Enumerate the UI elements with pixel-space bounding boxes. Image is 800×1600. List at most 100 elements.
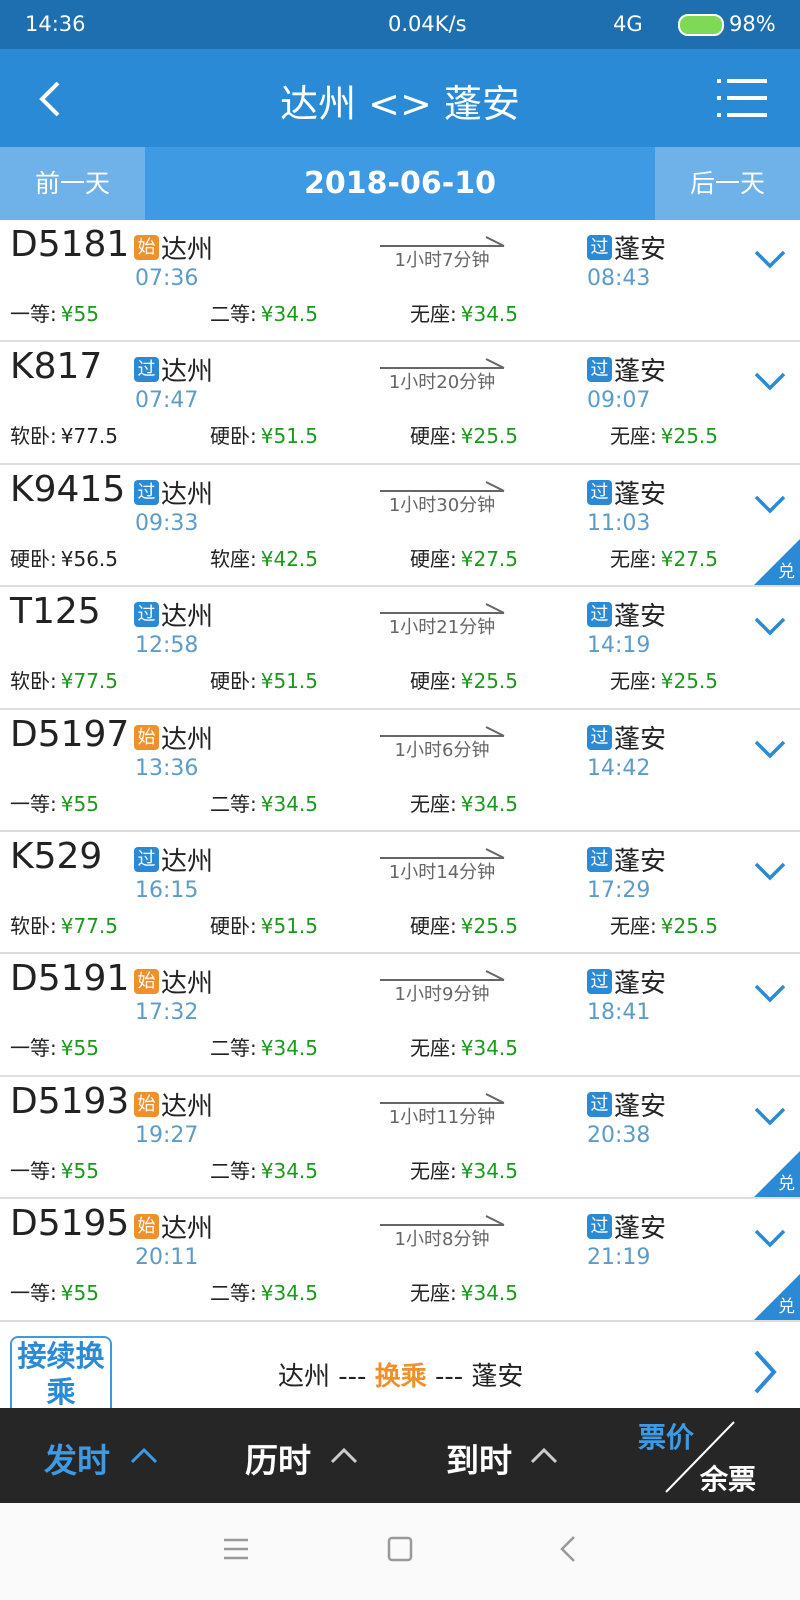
price-value: ¥34.5 [460,791,519,816]
price-label: 硬座: [410,546,457,571]
price: 硬卧: ¥51.5 [210,665,318,694]
from-station: 达州 [161,357,214,388]
from-tag: 过 [134,357,159,383]
duration-arrow [380,970,505,982]
divider [665,1421,735,1493]
price-value: ¥25.5 [660,914,719,938]
price-label: 无座: [610,914,657,938]
train-row[interactable]: D5195 始达州 20:11 1小时8分钟过蓬安 21:19 一等: ¥55 二等: ¥34.… [0,1199,800,1322]
train-row[interactable]: D5181 始达州 07:36 1小时7分钟过蓬安 08:43 一等: ¥55 二等: ¥34.… [0,220,800,343]
arrive-time: 14:42 [587,755,651,781]
price-label: 硬卧: [10,546,57,571]
price-label: 硬座: [410,669,457,694]
price-value: ¥77.5 [60,424,119,449]
expand-chevron [754,250,786,269]
price-label: 软座: [210,546,257,571]
arrive-time: 18:41 [587,1000,651,1026]
sort-price[interactable]: 票价 [638,1421,695,1454]
depart-time: 07:36 [135,266,199,291]
expand-chevron [754,862,786,881]
train-row[interactable]: D5191 始达州 17:32 1小时9分钟过蓬安 18:41 一等: ¥55 二等: ¥34.… [0,954,800,1077]
train-row[interactable]: K529 过达州 16:15 1小时14分钟过蓬安 17:29 软卧: ¥77.5 硬卧: ¥5… [0,832,800,955]
from: 达州 [278,1362,331,1392]
price-value: ¥34.5 [460,1158,519,1183]
from-tag: 过 [134,847,159,872]
price-label: 二等: [210,791,257,816]
arrive-time: 09:07 [587,388,651,414]
price-label: 无座: [610,424,657,449]
price-label: 无座: [410,791,457,816]
badge: 兑 [778,1174,795,1195]
price: 硬座: ¥25.5 [410,420,518,449]
arrive-time: 21:19 [587,1245,651,1271]
price-value: ¥34.5 [260,1158,319,1183]
price-label: 无座: [410,302,457,326]
price-value: ¥34.5 [460,1036,519,1061]
sort-depart[interactable]: 发时 [44,1441,110,1480]
price: 一等: ¥55 [10,298,99,327]
duration: 1小时9分钟 [394,984,490,1006]
from-tag: 始 [134,724,159,750]
train-row[interactable]: K817 过达州 07:47 1小时20分钟过蓬安 09:07 软卧: ¥77.5 硬卧: ¥5… [0,342,800,465]
badge-triangle [754,539,800,586]
badge: 兑 [778,1296,795,1317]
expand-chevron [754,1107,786,1126]
price-value: ¥27.5 [660,546,719,571]
price-label: 一等: [10,302,57,326]
menu-button[interactable] [715,75,771,121]
train-number: D5191 [10,958,130,1000]
price-label: 二等: [210,302,257,326]
price: 二等: ¥34.5 [210,1155,318,1184]
to-station: 蓬安 [614,357,667,388]
from-station: 达州 [161,479,214,510]
train-number: D5197 [10,713,130,755]
transfer-row[interactable]: 接续换乘 达州 --- 换乘 --- 蓬安 [0,1322,800,1410]
price-label: 无座: [410,1158,457,1183]
sort-arrive[interactable]: 到时 [446,1441,512,1480]
depart-time: 09:33 [135,510,199,536]
price: 硬座: ¥25.5 [410,665,518,694]
transfer-button[interactable]: 接续换乘 [10,1336,112,1410]
duration: 1小时11分钟 [388,1106,496,1128]
depart-time: 07:47 [135,388,199,414]
from-tag: 始 [134,1091,159,1117]
date-bar: 前一天 2018-06-10 后一天 [0,147,800,220]
price-label: 一等: [10,1036,57,1061]
price-value: ¥25.5 [460,669,519,694]
to-station: 蓬安 [614,1214,667,1245]
chevron-right [754,1350,777,1394]
price-label: 二等: [210,1281,257,1306]
train-row[interactable]: D5193 始达州 19:27 1小时11分钟过蓬安 20:38 一等: ¥55 二等: ¥34… [0,1077,800,1200]
train-row[interactable]: K9415 过达州 09:33 1小时30分钟过蓬安 11:03 硬卧: ¥56.5 软座: ¥… [0,465,800,588]
duration-arrow [380,603,505,615]
price-label: 一等: [10,1281,57,1306]
to-station: 蓬安 [614,479,667,510]
expand-chevron [754,985,786,1003]
to-station: 蓬安 [614,847,667,877]
price-label: 一等: [10,791,57,816]
price: 无座: ¥34.5 [410,1032,518,1061]
price: 二等: ¥34.5 [210,788,318,817]
nav-icons [224,1536,575,1562]
price: 无座: ¥34.5 [410,298,518,327]
train-row[interactable]: D5197 始达州 13:36 1小时6分钟过蓬安 14:42 一等: ¥55 二等: ¥34.… [0,710,800,832]
sort-remaining[interactable]: 余票 [700,1463,757,1496]
price-value: ¥55 [60,302,99,326]
price-value: ¥34.5 [260,791,319,816]
date[interactable]: 2018-06-10 [304,166,496,201]
from-station: 达州 [161,235,214,265]
sort-duration[interactable]: 历时 [245,1441,311,1480]
price: 硬座: ¥27.5 [410,543,518,572]
duration: 1小时8分钟 [394,1229,490,1251]
next-day[interactable]: 后一天 [655,147,800,220]
caret [530,1447,558,1464]
back-button[interactable] [30,77,70,121]
header: 达州 <> 蓬安 [0,49,800,147]
price: 硬卧: ¥56.5 [10,543,118,572]
price: 软座: ¥42.5 [210,543,318,572]
prev-day[interactable]: 前一天 [0,147,145,220]
from-tag: 过 [134,479,159,505]
duration-arrow [380,1215,505,1227]
train-row[interactable]: T125 过达州 12:58 1小时21分钟过蓬安 14:19 软卧: ¥77.5 硬卧: ¥5… [0,587,800,710]
